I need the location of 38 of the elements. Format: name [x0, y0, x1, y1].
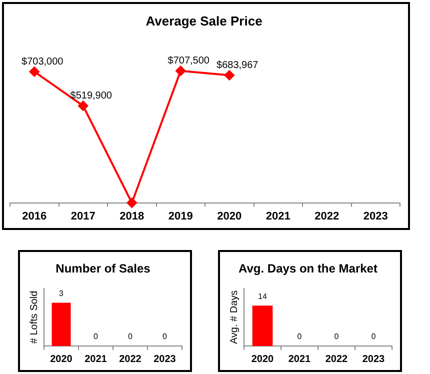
data-label: 0 — [297, 332, 302, 342]
point — [29, 66, 40, 77]
x-tick-label: 2021 — [288, 354, 312, 365]
x-tick-label: 2019 — [168, 210, 193, 222]
x-tick-label: 2022 — [314, 210, 340, 222]
data-label: $519,900 — [70, 90, 112, 102]
data-label: 3 — [59, 289, 64, 298]
data-label: 0 — [162, 332, 168, 342]
x-tick-label: 2016 — [22, 210, 47, 222]
data-label: 0 — [128, 332, 134, 342]
x-tick-label: 2023 — [362, 354, 386, 365]
point — [224, 70, 234, 80]
y-axis-title: # Lofts Sold — [28, 290, 40, 344]
point — [176, 66, 186, 76]
data-label: $707,500 — [168, 56, 210, 67]
x-tick-label: 2021 — [266, 210, 290, 222]
x-tick-label: 2021 — [84, 354, 108, 365]
data-label: $703,000 — [22, 56, 64, 68]
x-tick-label: 2020 — [50, 354, 73, 365]
x-tick-label: 2022 — [119, 354, 142, 365]
x-tick-label: 2022 — [325, 354, 348, 365]
chart-title: Number of Sales — [56, 262, 151, 276]
chart-title: Avg. Days on the Market — [238, 262, 378, 276]
data-label: 0 — [94, 332, 99, 342]
y-axis-title: Avg. # Days — [228, 290, 240, 344]
point — [126, 198, 137, 208]
data-label: 0 — [334, 332, 340, 342]
data-label: 0 — [371, 332, 376, 342]
data-label: $683,967 — [216, 60, 259, 71]
data-label: 14 — [258, 292, 268, 301]
point — [78, 100, 88, 111]
chart-title: Average Sale Price — [146, 13, 262, 28]
x-tick-label: 2023 — [363, 210, 388, 222]
x-tick-label: 2017 — [70, 210, 96, 222]
x-tick-label: 2018 — [120, 210, 144, 222]
x-tick-label: 2020 — [251, 354, 274, 365]
x-tick-label: 2023 — [154, 354, 176, 365]
x-tick-label: 2020 — [217, 210, 242, 222]
